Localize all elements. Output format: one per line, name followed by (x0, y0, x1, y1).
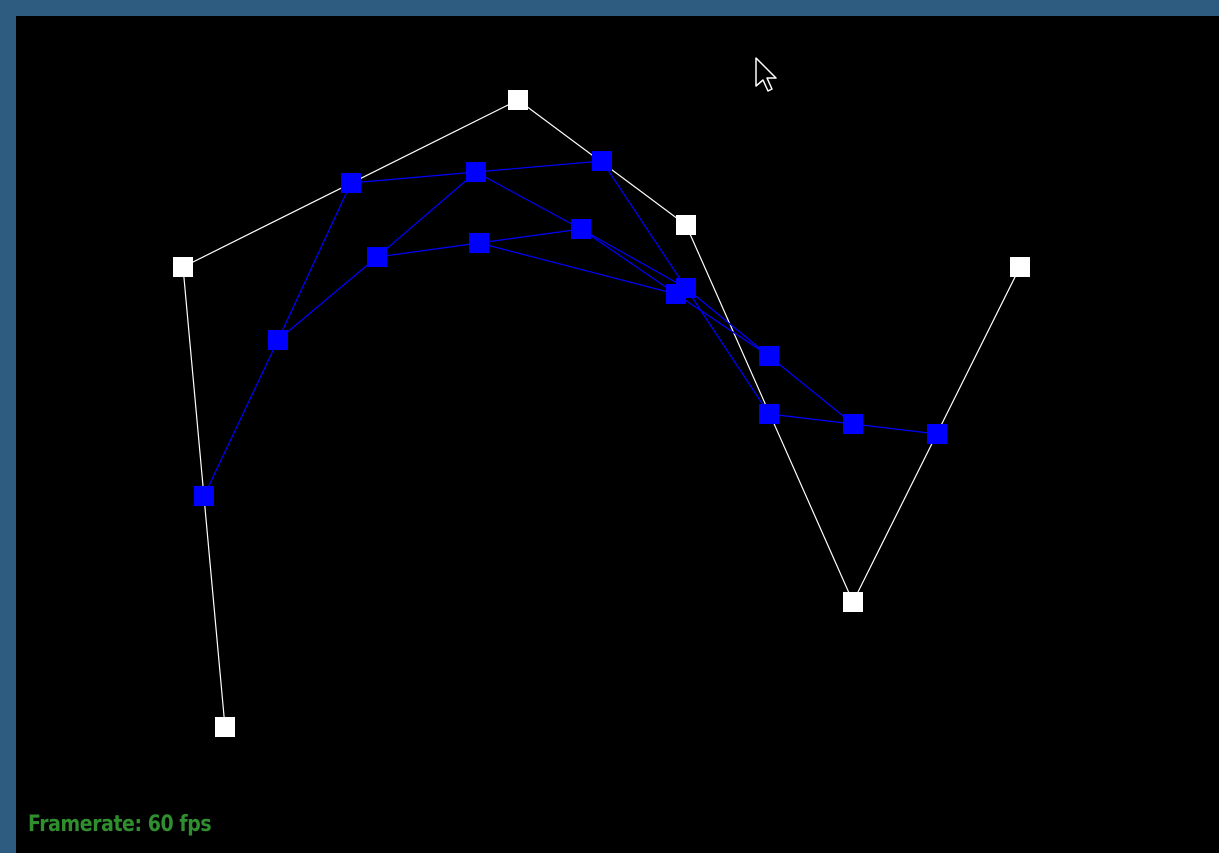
mouse-pointer-icon (755, 57, 777, 92)
control-polygon (182, 99, 1021, 604)
control-point[interactable] (1010, 257, 1030, 277)
render-canvas[interactable]: Framerate: 60 fps (16, 16, 1219, 853)
construction-point (759, 346, 779, 366)
control-point[interactable] (508, 90, 528, 110)
control-point[interactable] (843, 592, 863, 612)
control-point[interactable] (215, 717, 235, 737)
construction-point (268, 330, 288, 350)
control-point[interactable] (676, 215, 696, 235)
curve-scene[interactable] (16, 16, 1219, 853)
construction-polyline-level-4 (478, 242, 677, 295)
control-points[interactable] (173, 90, 1030, 737)
construction-point (571, 219, 591, 239)
construction-point (927, 424, 947, 444)
construction-point (469, 233, 489, 253)
construction-point (666, 284, 686, 304)
framerate-label: Framerate: (28, 812, 142, 837)
framerate-value: 60 (147, 812, 174, 837)
control-point[interactable] (173, 257, 193, 277)
construction-point (194, 486, 214, 506)
construction-polyline-level-2 (277, 171, 854, 425)
framerate-unit: fps (179, 812, 212, 837)
construction-point (367, 247, 387, 267)
construction-polyline-level-1 (203, 160, 938, 497)
construction-point (466, 162, 486, 182)
framerate-status: Framerate: 60 fps (28, 812, 212, 837)
construction-polyline-level-3 (376, 228, 770, 357)
construction-point (843, 414, 863, 434)
construction-point (341, 173, 361, 193)
construction-point (592, 151, 612, 171)
construction-point (759, 404, 779, 424)
construction-points (194, 151, 947, 506)
